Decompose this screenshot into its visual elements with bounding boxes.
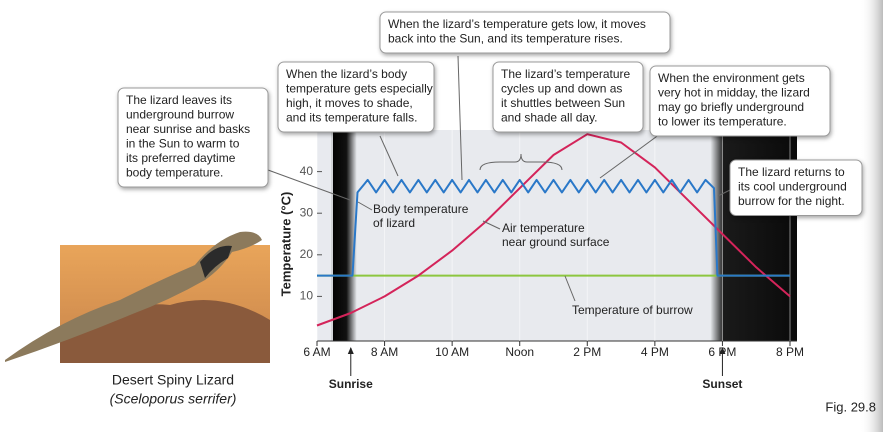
- callout-text: back into the Sun, and its temperature r…: [388, 32, 623, 46]
- night-shade: [317, 130, 333, 341]
- y-axis-label: Temperature (°C): [278, 192, 293, 297]
- leader: [717, 189, 731, 197]
- callout-text: its preferred daytime: [126, 151, 236, 165]
- callout-text: in the Sun to warm to: [126, 137, 240, 151]
- callout-text: The lizard leaves its: [126, 93, 232, 107]
- night-shade: [331, 130, 357, 341]
- callout-text: may go briefly underground: [658, 100, 804, 114]
- series-label: near ground surface: [502, 235, 610, 249]
- sunset-arrowhead: [719, 347, 726, 354]
- callout-text: and shade all day.: [501, 111, 598, 125]
- callout-text: When the environment gets: [658, 71, 805, 85]
- callout-box: [492, 61, 644, 133]
- callout-text: The lizard’s temperature: [501, 67, 630, 81]
- series-label: Temperature of burrow: [572, 303, 693, 317]
- figure-label: Fig. 29.8: [825, 399, 876, 414]
- series-label: Body temperature: [373, 202, 469, 216]
- lizard-photo: [5, 231, 270, 363]
- series-label: of lizard: [373, 216, 415, 230]
- callout-text: underground burrow: [126, 108, 234, 122]
- series-line: [316, 133, 791, 327]
- leader: [357, 201, 373, 211]
- leader: [564, 275, 576, 302]
- series-line: [317, 178, 790, 277]
- callout-text: burrow for the night.: [738, 194, 845, 208]
- callout-text: The lizard returns to: [738, 165, 845, 179]
- callout-text: body temperature.: [126, 166, 223, 180]
- y-tick-label: 10: [300, 289, 314, 303]
- leader: [482, 220, 501, 230]
- y-tick-label: 20: [300, 247, 314, 261]
- callout-text: temperature gets especially: [286, 82, 433, 96]
- x-tick-label: 8 AM: [371, 345, 398, 359]
- callout-text: cycles up and down as: [501, 82, 622, 96]
- y-tick-label: 40: [300, 164, 314, 178]
- callout-box: [117, 87, 269, 188]
- x-tick-label: 4 PM: [641, 345, 669, 359]
- callout-text: near sunrise and basks: [126, 122, 250, 136]
- x-tick-label: Noon: [505, 345, 534, 359]
- callout-text: it shuttles between Sun: [501, 96, 625, 110]
- photo-caption: Desert Spiny Lizard: [112, 372, 234, 388]
- leader: [599, 133, 661, 179]
- callout-text: When the lizard’s temperature gets low, …: [388, 17, 646, 31]
- callout-text: to lower its temperature.: [658, 115, 787, 129]
- page-edge: [860, 0, 883, 432]
- x-tick-label: 8 PM: [776, 345, 804, 359]
- callout-text: When the lizard’s body: [286, 67, 407, 81]
- photo-caption: (Sceloporus serrifer): [110, 391, 237, 407]
- callout-text: its cool underground: [738, 180, 847, 194]
- sunrise-label: Sunrise: [329, 377, 373, 391]
- leader: [379, 135, 399, 177]
- callout-box: [379, 11, 671, 54]
- callout-text: very hot in midday, the lizard: [658, 86, 810, 100]
- leader: [457, 55, 463, 181]
- leader: [267, 169, 351, 201]
- callout-text: and its temperature falls.: [286, 111, 417, 125]
- series-label: Air temperature: [502, 221, 585, 235]
- callout-box: [277, 61, 435, 133]
- callout-text: high, it moves to shade,: [286, 96, 413, 110]
- callout-box: [649, 65, 831, 137]
- x-tick-label: 10 AM: [435, 345, 469, 359]
- x-tick-label: 6 AM: [303, 345, 330, 359]
- sunrise-arrowhead: [347, 347, 354, 354]
- sunset-label: Sunset: [702, 377, 742, 391]
- leader: [479, 153, 563, 171]
- callout-box: [729, 159, 863, 216]
- plot-area: 6 AM 8 AM 10 AM Noon 2 PM 4 PM 6 PM 8 PM1020304…: [278, 130, 804, 391]
- y-tick-label: 30: [300, 205, 314, 219]
- x-tick-label: 2 PM: [573, 345, 601, 359]
